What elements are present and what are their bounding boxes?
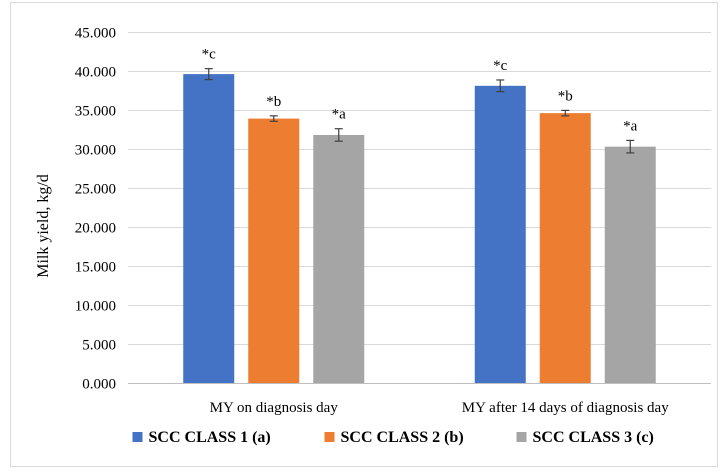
y-tick-label: 10.000 <box>75 299 116 315</box>
bars <box>183 74 656 384</box>
bar <box>248 118 300 383</box>
data-label: *c <box>202 47 217 63</box>
y-axis-label: Milk yield, kg/d <box>35 174 52 278</box>
data-labels: *c *b *a *c *b *a <box>202 47 638 135</box>
legend-item: SCC CLASS 3 (c) <box>516 429 654 446</box>
y-tick-label: 0.000 <box>82 377 116 393</box>
y-axis-ticks: 0.000 5.000 10.000 15.000 20.000 25.000 30.000… <box>75 26 116 393</box>
bar <box>313 134 365 383</box>
y-tick-label: 20.000 <box>75 221 116 237</box>
legend-swatch <box>324 432 335 442</box>
bar <box>539 113 591 384</box>
legend-label: SCC CLASS 3 (c) <box>533 429 654 446</box>
legend-item: SCC CLASS 1 (a) <box>132 429 271 446</box>
y-tick-label: 25.000 <box>75 182 116 198</box>
x-tick-label: MY on diagnosis day <box>210 400 339 416</box>
y-tick-label: 5.000 <box>82 338 116 354</box>
data-label: *b <box>266 94 281 110</box>
y-tick-label: 45.000 <box>75 26 116 42</box>
error-bars <box>204 68 635 154</box>
data-label: *c <box>493 58 508 74</box>
bar <box>474 85 526 383</box>
data-label: *a <box>332 107 347 123</box>
x-tick-label: MY after 14 days of diagnosis day <box>462 400 669 416</box>
legend-item: SCC CLASS 2 (b) <box>324 429 464 446</box>
legend: SCC CLASS 1 (a) SCC CLASS 2 (b) SCC CLASS … <box>132 429 654 446</box>
y-tick-label: 40.000 <box>75 65 116 81</box>
bar <box>604 146 656 383</box>
y-tick-label: 30.000 <box>75 143 116 159</box>
legend-swatch <box>516 432 527 442</box>
legend-label: SCC CLASS 2 (b) <box>341 429 464 446</box>
y-tick-label: 15.000 <box>75 260 116 276</box>
legend-swatch <box>132 432 143 442</box>
legend-label: SCC CLASS 1 (a) <box>149 429 271 446</box>
data-label: *b <box>558 88 573 104</box>
bar <box>183 74 235 384</box>
data-label: *a <box>623 118 638 134</box>
x-axis-ticks: MY on diagnosis day MY after 14 days of d… <box>210 400 670 416</box>
y-tick-label: 35.000 <box>75 104 116 120</box>
